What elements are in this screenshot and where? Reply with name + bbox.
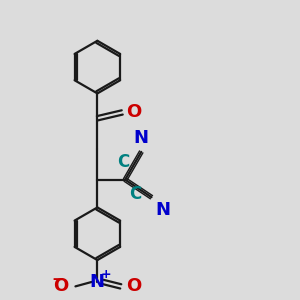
Text: O: O — [127, 278, 142, 296]
Text: +: + — [100, 268, 111, 281]
Text: C: C — [129, 185, 142, 203]
Text: O: O — [53, 278, 68, 296]
Text: C: C — [118, 153, 130, 171]
Text: N: N — [155, 201, 170, 219]
Text: −: − — [52, 272, 64, 287]
Text: N: N — [90, 273, 105, 291]
Text: N: N — [134, 129, 149, 147]
Text: O: O — [126, 103, 141, 122]
